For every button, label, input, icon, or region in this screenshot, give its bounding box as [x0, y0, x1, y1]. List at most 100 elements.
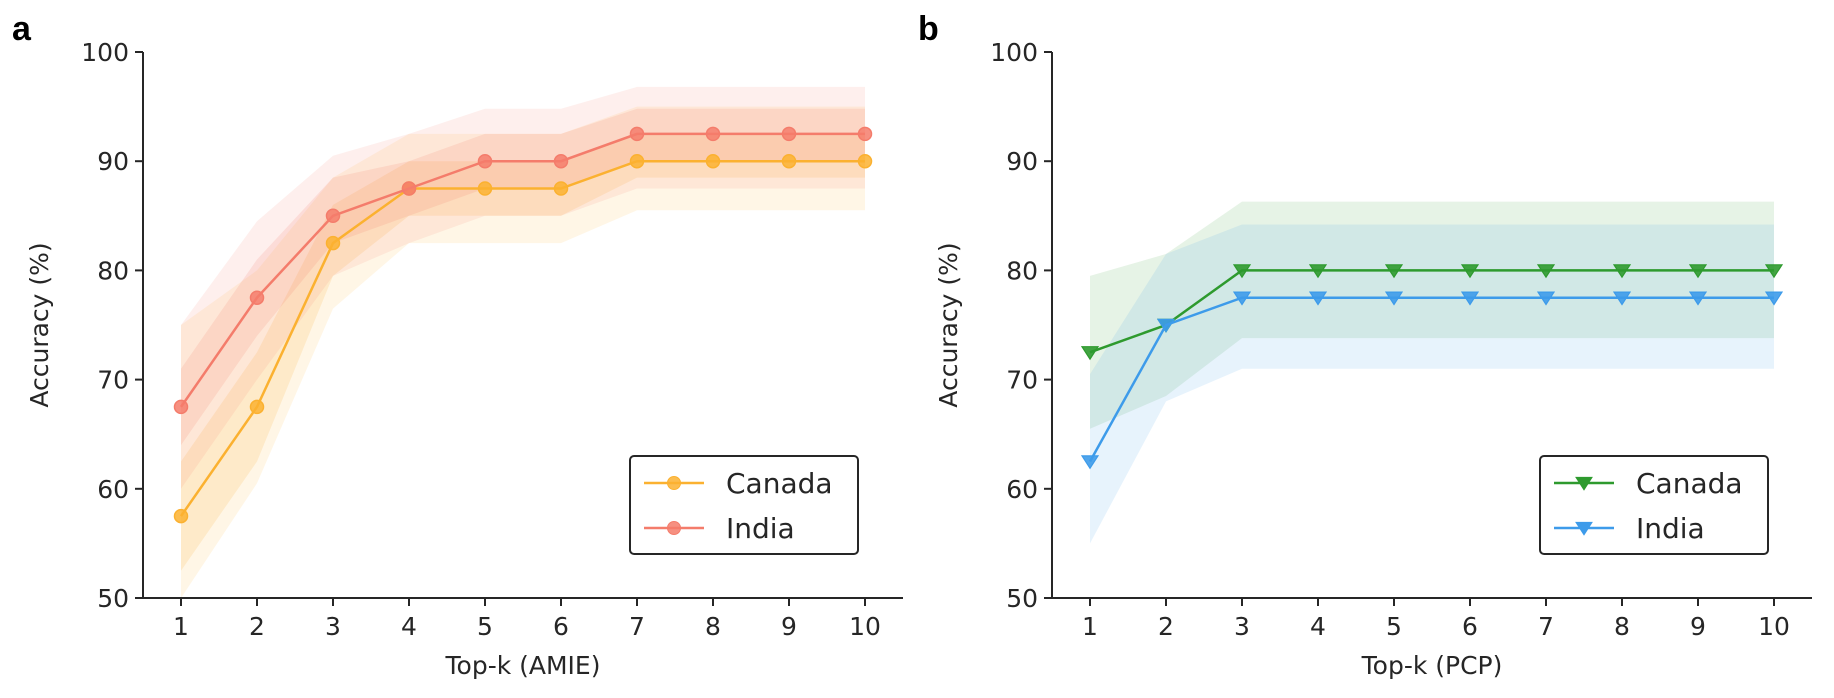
- point-india-3: [325, 208, 341, 224]
- point-india-1: [173, 399, 189, 415]
- point-canada-8: [705, 153, 721, 169]
- point-canada-7: [629, 153, 645, 169]
- legend-marker-india: [667, 521, 681, 535]
- x-tick-label-6: 6: [1462, 612, 1478, 641]
- x-tick-label-4: 4: [1310, 612, 1326, 641]
- point-canada-6: [553, 181, 569, 196]
- point-india-4: [1308, 291, 1328, 306]
- x-tick-label-9: 9: [781, 612, 797, 641]
- x-tick-label-7: 7: [1538, 612, 1554, 641]
- panel-b-xlabel: Top-k (PCP): [1361, 651, 1503, 680]
- point-canada-4: [1308, 264, 1328, 279]
- band-band-outer-india: [181, 86, 865, 489]
- series-line-india: [1088, 296, 1774, 463]
- x-tick-label-5: 5: [1386, 612, 1402, 641]
- y-tick-label-70: 70: [97, 366, 129, 395]
- series-line-canada: [179, 159, 865, 517]
- point-india-8: [705, 126, 721, 142]
- panel-a-ylabel: Accuracy (%): [25, 242, 54, 407]
- panel-letter-a: a: [12, 10, 32, 48]
- series-line-india: [179, 132, 865, 408]
- y-tick-label-100: 100: [81, 38, 129, 67]
- y-tick-label-90: 90: [97, 147, 129, 176]
- y-tick-label-80: 80: [1006, 256, 1038, 285]
- point-canada-10: [857, 153, 873, 169]
- y-tick-label-90: 90: [1006, 147, 1038, 176]
- y-tick-label-60: 60: [1006, 475, 1038, 504]
- panel-letter-b: b: [918, 10, 939, 48]
- panel-b-lines: [1080, 264, 1784, 470]
- point-canada-6: [1460, 264, 1480, 279]
- panel-a-legend: Canada India: [629, 455, 859, 555]
- point-canada-1: [1080, 346, 1100, 361]
- point-india-2: [249, 290, 265, 305]
- point-india-6: [553, 153, 569, 169]
- point-canada-5: [1384, 264, 1404, 279]
- panel-a-lines: [173, 126, 873, 524]
- x-tick-label-2: 2: [1158, 612, 1174, 641]
- point-canada-5: [477, 181, 493, 196]
- panel-b: b 50 60 70 80 90 100 1 2 3 4 5 6 7 8 9 10 Top-k (PCP) A…: [918, 10, 1812, 680]
- point-india-7: [629, 126, 645, 142]
- point-canada-2: [249, 399, 265, 415]
- x-tick-label-1: 1: [1082, 612, 1098, 641]
- legend-marker-india: [1575, 521, 1593, 536]
- legend-marker-canada: [1575, 476, 1593, 491]
- point-india-10: [1764, 291, 1784, 306]
- x-tick-label-3: 3: [1234, 612, 1250, 641]
- x-tick-label-8: 8: [1614, 612, 1630, 641]
- point-india-4: [401, 181, 417, 196]
- legend-label-india: India: [726, 512, 795, 545]
- y-tick-label-100: 100: [990, 38, 1038, 67]
- point-india-10: [857, 126, 873, 142]
- x-tick-label-7: 7: [629, 612, 645, 641]
- x-tick-label-5: 5: [477, 612, 493, 641]
- y-tick-label-60: 60: [97, 475, 129, 504]
- y-tick-label-70: 70: [1006, 366, 1038, 395]
- x-tick-label-6: 6: [553, 612, 569, 641]
- point-india-5: [1384, 291, 1404, 306]
- point-canada-9: [781, 153, 797, 169]
- legend-box: [629, 455, 859, 555]
- point-canada-9: [1688, 264, 1708, 279]
- point-canada-3: [325, 235, 341, 251]
- point-india-9: [781, 126, 797, 142]
- point-canada-10: [1764, 264, 1784, 279]
- point-canada-3: [1232, 264, 1252, 279]
- x-tick-label-10: 10: [1758, 612, 1790, 641]
- panel-b-legend: Canada India: [1539, 455, 1769, 555]
- legend-box: [1539, 455, 1769, 555]
- x-tick-label-1: 1: [173, 612, 189, 641]
- panel-b-axes: 50 60 70 80 90 100 1 2 3 4 5 6 7 8 9 10: [990, 38, 1812, 641]
- band-band-inner-canada: [181, 133, 865, 571]
- panel-b-ylabel: Accuracy (%): [934, 242, 963, 407]
- legend-label-canada: Canada: [726, 467, 833, 500]
- point-india-3: [1232, 291, 1252, 306]
- legend-marker-canada: [667, 476, 681, 490]
- x-tick-label-10: 10: [849, 612, 881, 641]
- panel-a-axes: 50 60 70 80 90 100 1 2 3 4 5 6 7 8 9 10: [81, 38, 903, 641]
- x-tick-label-4: 4: [401, 612, 417, 641]
- legend-label-india: India: [1636, 512, 1705, 545]
- y-tick-label-50: 50: [97, 584, 129, 613]
- x-tick-label-3: 3: [325, 612, 341, 641]
- point-india-2: [1156, 318, 1176, 333]
- point-canada-8: [1612, 264, 1632, 279]
- point-canada-1: [173, 508, 189, 524]
- panel-b-bands: [1090, 201, 1774, 544]
- legend-label-canada: Canada: [1636, 467, 1743, 500]
- point-canada-7: [1536, 264, 1556, 279]
- point-india-5: [477, 153, 493, 169]
- x-tick-label-9: 9: [1690, 612, 1706, 641]
- x-tick-label-2: 2: [249, 612, 265, 641]
- band-band-inner-india: [181, 108, 865, 446]
- point-india-9: [1688, 291, 1708, 306]
- point-india-1: [1080, 455, 1100, 470]
- y-tick-label-80: 80: [97, 256, 129, 285]
- y-tick-label-50: 50: [1006, 584, 1038, 613]
- x-tick-label-8: 8: [705, 612, 721, 641]
- band-band-outer-india: [1090, 224, 1774, 544]
